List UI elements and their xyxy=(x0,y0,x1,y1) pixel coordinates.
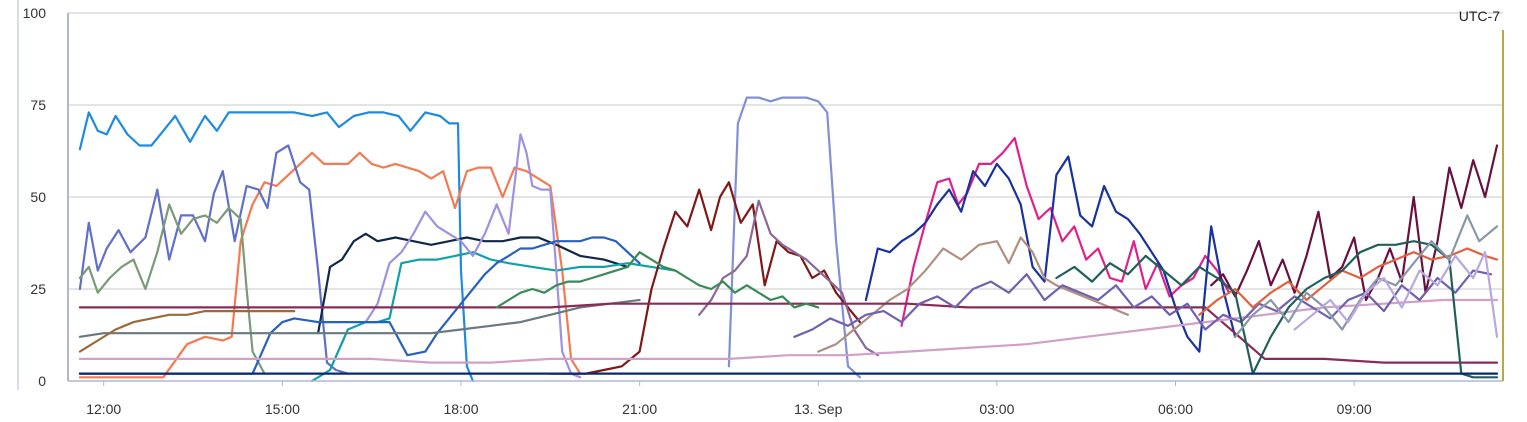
series-line-13 xyxy=(698,199,879,357)
series-layer xyxy=(78,96,1499,383)
series-line-9 xyxy=(900,137,1231,327)
timezone-label: UTC-7 xyxy=(1459,8,1500,24)
x-tick-label: 18:00 xyxy=(443,401,478,417)
series-line-14 xyxy=(817,236,1130,353)
y-tick-label: 75 xyxy=(30,97,46,113)
series-line-8 xyxy=(727,96,862,379)
x-tick-label: 09:00 xyxy=(1337,401,1372,417)
tick-labels: 0 25 50 75 100 12:00 15:00 18:00 21:00 13. Sep 03:… xyxy=(23,5,1372,417)
axes xyxy=(17,0,1504,390)
series-line-15 xyxy=(78,236,641,375)
series-line-17 xyxy=(78,302,1499,364)
series-line-23 xyxy=(1055,240,1499,379)
series-line-25 xyxy=(1293,251,1499,338)
series-line-2 xyxy=(78,151,582,379)
series-line-1 xyxy=(78,111,474,383)
series-line-5 xyxy=(317,232,629,335)
grid xyxy=(68,12,1503,290)
x-tick-label: 03:00 xyxy=(979,401,1014,417)
y-tick-label: 0 xyxy=(38,373,46,389)
series-line-7 xyxy=(364,133,582,379)
series-line-19 xyxy=(78,310,296,353)
x-tick-label: 21:00 xyxy=(622,401,657,417)
x-tick-label: 13. Sep xyxy=(794,401,842,417)
series-line-21 xyxy=(793,269,1493,338)
x-tick-label: 15:00 xyxy=(265,401,300,417)
series-line-20 xyxy=(495,251,820,309)
series-line-10 xyxy=(864,155,1237,353)
series-line-12 xyxy=(549,181,862,375)
series-line-3 xyxy=(78,144,349,375)
x-tick-label: 06:00 xyxy=(1158,401,1193,417)
series-line-16 xyxy=(78,298,641,338)
y-tick-label: 50 xyxy=(30,189,46,205)
series-line-4 xyxy=(78,203,266,375)
series-line-11 xyxy=(1210,144,1499,302)
x-tick-label: 12:00 xyxy=(86,401,121,417)
y-tick-label: 100 xyxy=(23,5,47,21)
y-tick-label: 25 xyxy=(30,281,46,297)
series-line-18 xyxy=(78,298,1499,364)
